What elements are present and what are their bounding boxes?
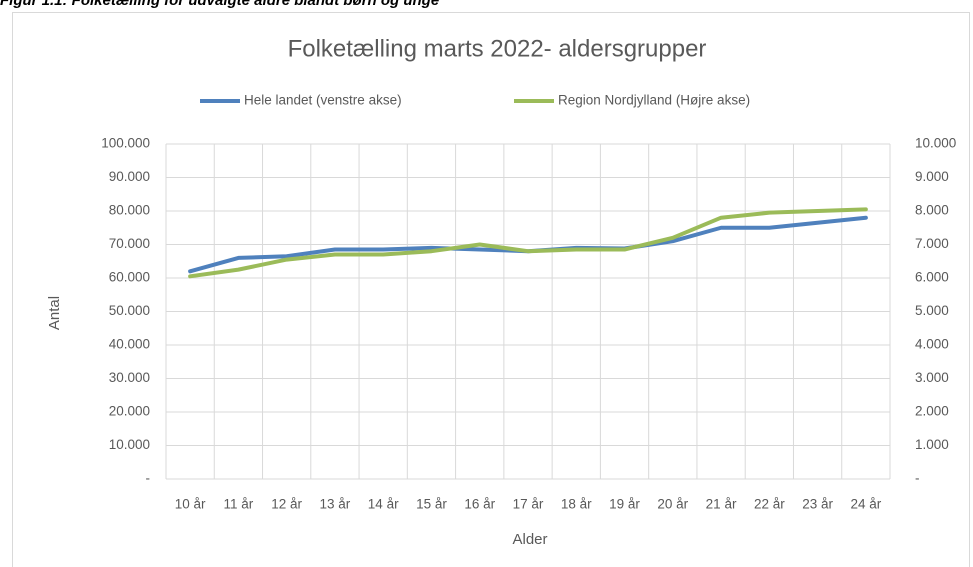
- x-tick-label: 21 år: [706, 497, 737, 512]
- y2-tick-label: 2.000: [915, 404, 949, 419]
- y-tick-label: 80.000: [109, 203, 150, 218]
- y2-tick-label: 6.000: [915, 270, 949, 285]
- legend-label: Hele landet (venstre akse): [244, 93, 402, 108]
- y-tick-label: 100.000: [101, 136, 150, 151]
- y2-tick-label: 3.000: [915, 370, 949, 385]
- x-tick-label: 13 år: [320, 497, 351, 512]
- y2-tick-label: 8.000: [915, 203, 949, 218]
- y-tick-label: 20.000: [109, 404, 150, 419]
- y-tick-label: 90.000: [109, 169, 150, 184]
- x-tick-label: 18 år: [561, 497, 592, 512]
- figure-caption: Figur 1.1: Folketælling for udvalgte ald…: [0, 0, 439, 9]
- x-tick-label: 14 år: [368, 497, 399, 512]
- x-tick-label: 20 år: [657, 497, 688, 512]
- y2-tick-label: 9.000: [915, 169, 949, 184]
- y2-tick-label: 4.000: [915, 337, 949, 352]
- y-tick-label: 50.000: [109, 303, 150, 318]
- y2-tick-label: 1.000: [915, 437, 949, 452]
- x-tick-label: 15 år: [416, 497, 447, 512]
- y-tick-label: 10.000: [109, 437, 150, 452]
- y2-tick-label: 5.000: [915, 303, 949, 318]
- y-tick-label: 70.000: [109, 236, 150, 251]
- x-tick-label: 16 år: [464, 497, 495, 512]
- y2-tick-label: 10.000: [915, 136, 956, 151]
- x-tick-label: 12 år: [271, 497, 302, 512]
- x-axis-label: Alder: [512, 531, 547, 548]
- x-tick-label: 23 år: [802, 497, 833, 512]
- x-tick-label: 24 år: [850, 497, 881, 512]
- x-tick-label: 11 år: [224, 497, 254, 512]
- x-tick-label: 22 år: [754, 497, 785, 512]
- y2-tick-label: 7.000: [915, 236, 949, 251]
- x-tick-label: 10 år: [175, 497, 206, 512]
- legend-label: Region Nordjylland (Højre akse): [558, 93, 750, 108]
- y2-tick-label: -: [915, 471, 920, 486]
- chart-title: Folketælling marts 2022- aldersgrupper: [288, 35, 707, 62]
- x-tick-label: 17 år: [513, 497, 544, 512]
- y-tick-label: -: [146, 471, 151, 486]
- y-tick-label: 40.000: [109, 337, 150, 352]
- series-line: [188, 207, 868, 279]
- y-tick-label: 60.000: [109, 270, 150, 285]
- y-tick-label: 30.000: [109, 370, 150, 385]
- x-tick-label: 19 år: [609, 497, 640, 512]
- y-axis-label: Antal: [46, 296, 63, 330]
- chart-frame: [12, 12, 970, 567]
